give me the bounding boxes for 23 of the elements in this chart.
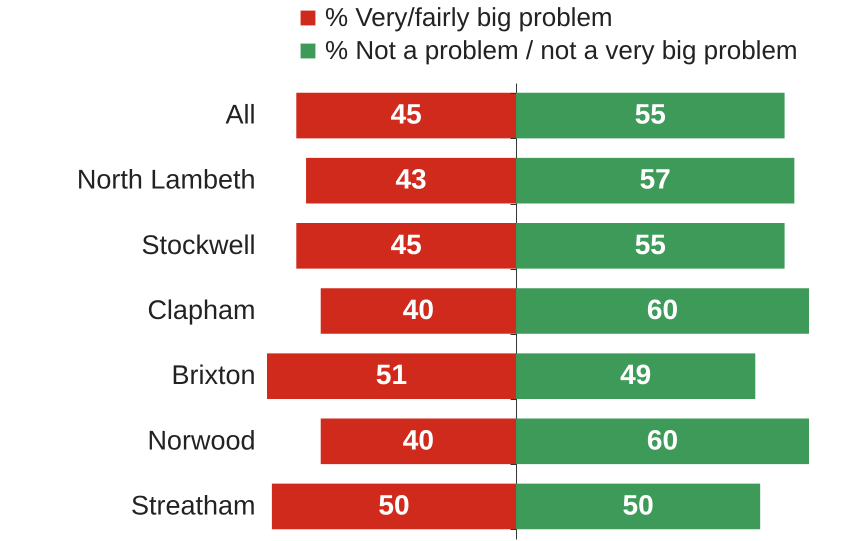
data-label: 45 [390,98,422,130]
y-tick-label: Brixton [171,360,256,390]
data-label: 50 [622,489,654,520]
data-label: 51 [376,359,408,390]
data-label: 40 [402,294,434,325]
data-label: 40 [402,424,434,456]
y-tick-label: Streatham [130,490,256,520]
data-label: 55 [634,228,666,260]
data-label: 50 [378,489,410,520]
data-label: 55 [634,98,666,130]
y-tick-label: Norwood [147,425,256,456]
data-label: 49 [620,359,652,390]
y-tick-label: North Lambeth [76,164,256,195]
data-label: 60 [646,294,678,325]
y-tick-label: All [225,100,256,130]
data-label: 45 [390,228,422,260]
y-tick-label: Stockwell [141,230,256,260]
data-label: 57 [640,164,671,195]
data-label: 60 [646,424,678,456]
legend-label: % Not a problem / not a very big problem [325,35,798,65]
data-label: 43 [395,164,427,195]
legend-label: % Very/fairly big problem [325,2,613,32]
y-tick-label: Clapham [147,295,256,325]
